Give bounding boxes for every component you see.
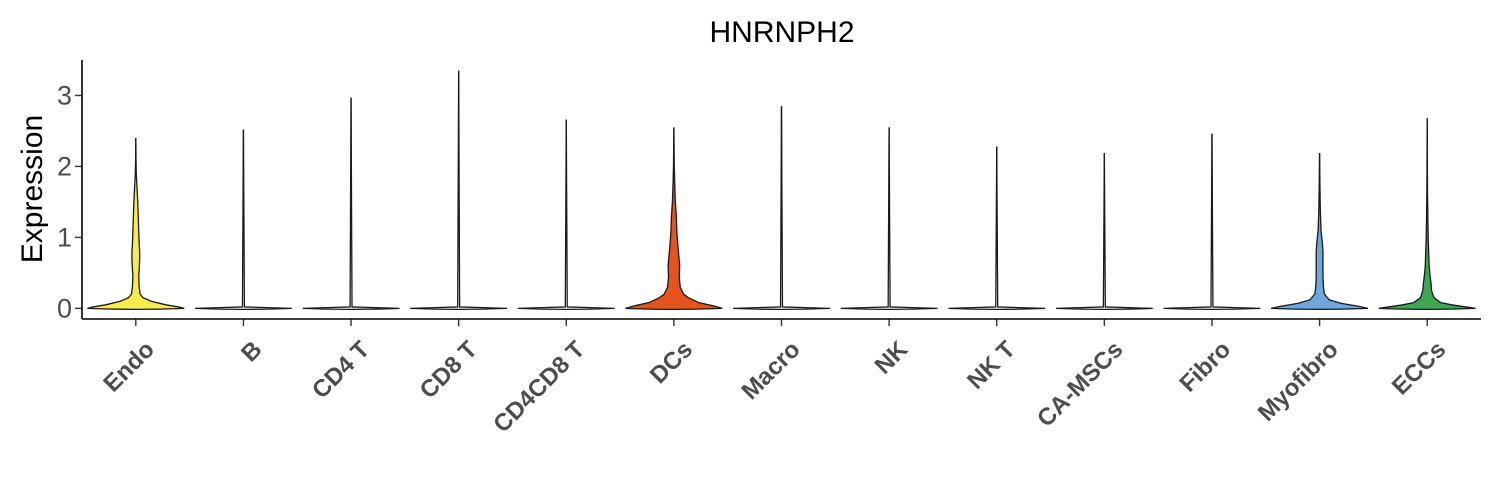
violin-ca-mscs bbox=[1055, 152, 1153, 311]
violin-macro bbox=[733, 106, 830, 311]
x-tick-label: NK bbox=[870, 336, 914, 380]
y-tick-label: 3 bbox=[57, 80, 72, 110]
violin-nk-t bbox=[948, 146, 1046, 311]
violin-endo bbox=[87, 138, 185, 311]
violin-myofibro bbox=[1271, 152, 1369, 311]
violin-cd8-t bbox=[410, 70, 508, 311]
x-tick-label: ECCs bbox=[1387, 336, 1451, 400]
x-tick-label: Fibro bbox=[1175, 336, 1237, 398]
violin-b bbox=[194, 129, 292, 311]
violin-fibro bbox=[1163, 133, 1261, 311]
y-tick-label: 0 bbox=[57, 293, 72, 323]
y-axis: 0 1 2 3 bbox=[57, 80, 82, 323]
violin-eccs bbox=[1378, 118, 1476, 311]
x-tick-label: DCs bbox=[645, 336, 698, 389]
x-tick-label: Endo bbox=[98, 336, 160, 398]
x-tick-label: NK T bbox=[962, 336, 1021, 395]
violin-dcs bbox=[625, 127, 723, 311]
x-tick-label: CD4 T bbox=[307, 336, 375, 404]
chart-title: HNRNPH2 bbox=[709, 16, 854, 49]
violin-nk bbox=[840, 127, 938, 311]
y-tick-label: 1 bbox=[57, 222, 72, 252]
x-axis: Endo B CD4 T CD8 T CD4CD8 T DCs Macro NK NK T CA-… bbox=[98, 319, 1451, 438]
x-tick-label: Macro bbox=[737, 336, 806, 405]
y-axis-label: Expression bbox=[16, 115, 49, 263]
x-tick-label: CA-MSCs bbox=[1032, 336, 1128, 432]
violin-cd4-t bbox=[302, 97, 400, 311]
x-tick-label: CD4CD8 T bbox=[488, 336, 590, 438]
y-tick-label: 2 bbox=[57, 151, 72, 181]
violins-layer bbox=[87, 70, 1476, 311]
x-tick-label: B bbox=[236, 336, 267, 367]
violin-cd4cd8-t bbox=[517, 119, 615, 311]
x-tick-label: CD8 T bbox=[415, 336, 483, 404]
x-tick-label: Myofibro bbox=[1253, 336, 1344, 427]
